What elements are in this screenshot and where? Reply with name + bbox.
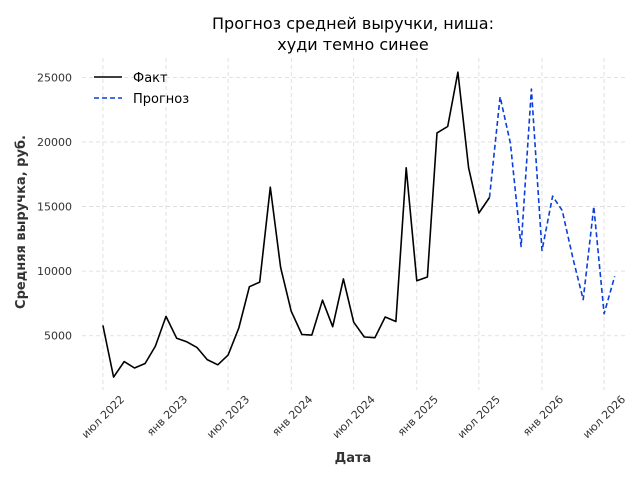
chart-title-line-1: Прогноз средней выручки, ниша: xyxy=(212,14,494,33)
series-line xyxy=(102,71,491,378)
series-forecast xyxy=(488,88,616,315)
series xyxy=(102,71,616,378)
x-tick-label: июл 2025 xyxy=(455,393,503,441)
x-tick-label: янв 2025 xyxy=(395,393,441,439)
chart-title-line-2: худи темно синее xyxy=(277,35,428,54)
y-axis-ticks: 5000 10000 15000 20000 25000 xyxy=(37,71,72,342)
x-axis-ticks: июл 2022 янв 2023 июл 2023 янв 2024 июл 2024… xyxy=(79,393,628,441)
y-tick-label: 5000 xyxy=(44,330,72,343)
y-tick-label: 15000 xyxy=(37,201,72,214)
x-tick-label: июл 2024 xyxy=(330,393,378,441)
x-tick-label: июл 2023 xyxy=(204,393,252,441)
grid xyxy=(82,58,625,390)
legend-label-fact: Факт xyxy=(133,71,168,86)
legend-label-forecast: Прогноз xyxy=(133,92,189,107)
x-tick-label: янв 2023 xyxy=(144,393,190,439)
series-line xyxy=(488,88,616,315)
x-axis-label: Дата xyxy=(335,451,372,466)
series-fact xyxy=(102,71,491,378)
x-tick-label: янв 2026 xyxy=(520,393,566,439)
x-tick-label: июл 2022 xyxy=(79,393,127,441)
y-tick-label: 10000 xyxy=(37,265,72,278)
y-tick-label: 25000 xyxy=(37,71,72,84)
y-tick-label: 20000 xyxy=(37,136,72,149)
legend: Факт Прогноз xyxy=(94,71,189,107)
y-axis-label: Средняя выручка, руб. xyxy=(14,135,29,309)
x-tick-label: янв 2024 xyxy=(270,393,316,439)
x-tick-label: июл 2026 xyxy=(580,393,628,441)
